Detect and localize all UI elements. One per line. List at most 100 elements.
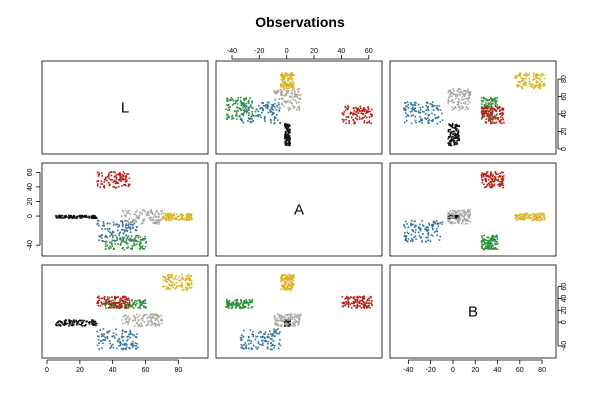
point-green bbox=[486, 236, 489, 239]
point-black bbox=[448, 123, 450, 125]
point-grey bbox=[453, 211, 456, 214]
point-blue bbox=[245, 105, 248, 107]
point-black bbox=[93, 215, 95, 217]
point-blue bbox=[250, 347, 253, 349]
point-green bbox=[125, 242, 128, 245]
point-yellow bbox=[527, 74, 530, 77]
point-grey bbox=[135, 216, 138, 219]
point-yellow bbox=[289, 278, 291, 281]
point-grey bbox=[283, 319, 285, 321]
point-blue bbox=[122, 339, 124, 342]
point-red bbox=[489, 120, 492, 122]
point-grey bbox=[276, 320, 279, 322]
point-blue bbox=[135, 220, 137, 223]
point-red bbox=[349, 303, 352, 306]
point-yellow bbox=[539, 84, 541, 86]
point-green bbox=[483, 104, 486, 107]
point-yellow bbox=[185, 278, 187, 280]
point-grey bbox=[290, 92, 293, 94]
point-blue bbox=[119, 342, 121, 344]
point-blue bbox=[125, 346, 128, 348]
point-grey bbox=[143, 321, 146, 323]
point-blue bbox=[422, 233, 424, 235]
point-yellow bbox=[169, 276, 171, 278]
point-yellow bbox=[538, 86, 541, 88]
point-black bbox=[287, 321, 290, 324]
point-grey bbox=[150, 318, 152, 321]
point-green bbox=[105, 235, 108, 238]
point-black bbox=[63, 216, 66, 219]
point-grey bbox=[463, 93, 466, 96]
point-red bbox=[125, 184, 127, 187]
point-green bbox=[227, 305, 230, 308]
point-grey bbox=[132, 219, 135, 221]
point-red bbox=[356, 304, 358, 307]
point-red bbox=[493, 175, 496, 178]
point-blue bbox=[430, 234, 433, 236]
point-blue bbox=[273, 122, 275, 125]
point-red bbox=[482, 178, 484, 181]
point-green bbox=[231, 104, 234, 106]
point-grey bbox=[455, 93, 457, 96]
point-grey bbox=[155, 313, 157, 316]
point-grey bbox=[295, 102, 298, 104]
point-red bbox=[491, 184, 494, 187]
point-blue bbox=[276, 104, 278, 107]
point-green bbox=[123, 248, 126, 251]
point-yellow bbox=[292, 81, 295, 84]
point-blue bbox=[406, 223, 408, 225]
point-yellow bbox=[523, 74, 525, 77]
point-green bbox=[121, 304, 123, 307]
tick-label: 60 bbox=[561, 283, 568, 291]
point-green bbox=[482, 96, 485, 99]
point-green bbox=[126, 242, 129, 245]
point-blue bbox=[422, 111, 425, 113]
point-green bbox=[251, 114, 254, 116]
point-grey bbox=[121, 322, 124, 325]
point-blue bbox=[97, 338, 100, 341]
point-black bbox=[288, 142, 291, 144]
point-blue bbox=[116, 229, 119, 232]
point-blue bbox=[271, 106, 273, 108]
point-blue bbox=[104, 236, 106, 238]
point-green bbox=[495, 100, 498, 103]
point-blue bbox=[415, 229, 417, 231]
point-red bbox=[127, 305, 130, 307]
point-yellow bbox=[285, 86, 288, 88]
point-red bbox=[489, 119, 492, 121]
point-yellow bbox=[528, 77, 531, 80]
point-red bbox=[126, 173, 128, 175]
point-blue bbox=[248, 109, 250, 111]
point-yellow bbox=[286, 84, 288, 87]
point-blue bbox=[124, 230, 126, 233]
point-yellow bbox=[166, 286, 169, 288]
point-red bbox=[357, 108, 360, 111]
point-red bbox=[498, 180, 501, 183]
point-grey bbox=[137, 217, 139, 220]
point-grey bbox=[455, 95, 458, 98]
point-grey bbox=[127, 317, 129, 319]
point-black bbox=[93, 217, 95, 220]
point-black bbox=[94, 215, 96, 218]
point-blue bbox=[135, 348, 137, 350]
point-grey bbox=[152, 316, 154, 318]
point-yellow bbox=[534, 213, 537, 216]
point-green bbox=[491, 102, 494, 105]
point-red bbox=[120, 178, 122, 181]
point-grey bbox=[456, 219, 459, 221]
point-blue bbox=[98, 235, 101, 237]
point-blue bbox=[124, 229, 126, 231]
point-blue bbox=[272, 103, 274, 106]
point-black bbox=[88, 322, 91, 325]
point-grey bbox=[286, 100, 288, 103]
point-red bbox=[108, 184, 111, 187]
point-yellow bbox=[290, 283, 293, 286]
point-yellow bbox=[179, 279, 182, 281]
point-green bbox=[250, 106, 253, 108]
point-green bbox=[136, 300, 138, 302]
point-black bbox=[90, 215, 93, 218]
point-blue bbox=[435, 116, 437, 119]
point-grey bbox=[469, 221, 472, 223]
point-red bbox=[359, 299, 361, 302]
point-blue bbox=[405, 120, 408, 122]
